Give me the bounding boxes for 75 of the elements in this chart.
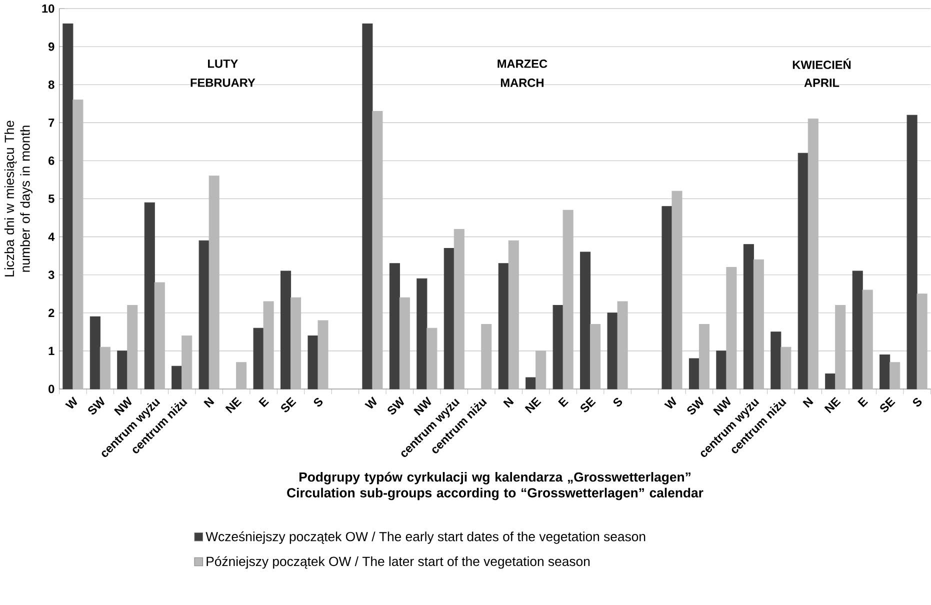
x-tick-label: E bbox=[258, 397, 269, 408]
bar bbox=[825, 374, 836, 390]
annotation: MARZEC bbox=[498, 60, 548, 68]
x-tick-label: SW bbox=[687, 396, 704, 415]
x-tick-label: E bbox=[858, 397, 868, 408]
annotation: MARCH bbox=[500, 78, 544, 88]
x-tick-label: NE bbox=[225, 397, 242, 414]
y-tick-label: 9 bbox=[48, 42, 54, 51]
bar bbox=[362, 24, 373, 390]
y-tick-label: 8 bbox=[48, 80, 54, 89]
x-tick-label: S bbox=[613, 398, 622, 407]
x-tick-label: E bbox=[558, 397, 569, 408]
y-tick-label: 3 bbox=[48, 270, 54, 280]
bar bbox=[90, 316, 100, 390]
x-tick-label: NE bbox=[524, 397, 542, 414]
bar bbox=[770, 332, 782, 390]
annotation: KWIECIEŃ bbox=[792, 58, 851, 70]
bar bbox=[308, 336, 318, 390]
x-tick-label: N bbox=[204, 397, 214, 408]
x-tick-label: SE bbox=[580, 397, 596, 412]
x-tick-label: W bbox=[664, 396, 676, 409]
y-tick-label: 7 bbox=[48, 118, 54, 127]
legend-label: Późniejszy początek OW / The later start of the vegetation season bbox=[206, 556, 590, 569]
y-tick-label: 10 bbox=[42, 4, 54, 13]
y-axis-title: Liczba dni w miesiącu The number of days in month bbox=[4, 120, 32, 276]
bar bbox=[890, 362, 900, 390]
bar bbox=[906, 114, 918, 390]
bar bbox=[253, 328, 264, 390]
bar bbox=[416, 278, 428, 390]
annotation: FEBRUARY bbox=[190, 78, 256, 87]
bar bbox=[198, 240, 210, 390]
x-tick-label: S bbox=[314, 398, 323, 407]
x-tick-label: NW bbox=[414, 396, 432, 416]
bar bbox=[280, 270, 292, 390]
bar bbox=[117, 350, 128, 390]
y-tick-label: 5 bbox=[48, 194, 54, 203]
bar bbox=[607, 312, 618, 390]
bar bbox=[144, 202, 155, 390]
x-tick-label: W bbox=[65, 396, 78, 409]
y-tick-label: 0 bbox=[48, 384, 54, 394]
bar bbox=[444, 248, 454, 390]
bar bbox=[716, 350, 727, 390]
annotation: APRIL bbox=[804, 78, 840, 87]
x-tick-label: W bbox=[364, 396, 377, 409]
x-tick-label: NW bbox=[114, 396, 132, 416]
x-tick-label: N bbox=[503, 397, 514, 408]
y-tick-label: 4 bbox=[48, 232, 55, 241]
legend-label: Wcześniejszy początek OW / The early start dates of the vegetation season bbox=[206, 532, 646, 544]
y-tick-label: 1 bbox=[48, 346, 54, 356]
y-tick-label: 2 bbox=[48, 308, 54, 318]
x-tick-label: SW bbox=[88, 396, 105, 415]
x-tick-label: S bbox=[912, 398, 922, 407]
bar bbox=[743, 244, 754, 390]
bar bbox=[172, 366, 182, 390]
y-tick-label: 6 bbox=[48, 156, 54, 166]
bar bbox=[389, 263, 400, 390]
bar bbox=[798, 152, 808, 390]
x-tick-label: N bbox=[802, 397, 814, 408]
bar bbox=[526, 377, 536, 390]
bar bbox=[580, 252, 591, 390]
x-axis-title: Podgrupy typów cyrkulacji wg kalendarza „Grosswetterlagen” Circulation sub-groups according to “Grosswetterlagen” calendar bbox=[287, 472, 704, 500]
bar bbox=[62, 24, 74, 390]
bar bbox=[852, 270, 863, 390]
bar bbox=[498, 263, 509, 390]
bar bbox=[880, 354, 890, 390]
bar bbox=[688, 358, 700, 390]
annotation: LUTY bbox=[208, 60, 238, 68]
x-tick-label: SE bbox=[281, 397, 296, 412]
x-tick-label: SE bbox=[880, 397, 896, 412]
x-tick-label: NW bbox=[713, 396, 731, 416]
bar bbox=[552, 305, 564, 390]
x-tick-label: NE bbox=[824, 397, 841, 414]
bar bbox=[236, 362, 247, 390]
bar bbox=[662, 206, 672, 390]
x-tick-label: SW bbox=[388, 396, 404, 415]
